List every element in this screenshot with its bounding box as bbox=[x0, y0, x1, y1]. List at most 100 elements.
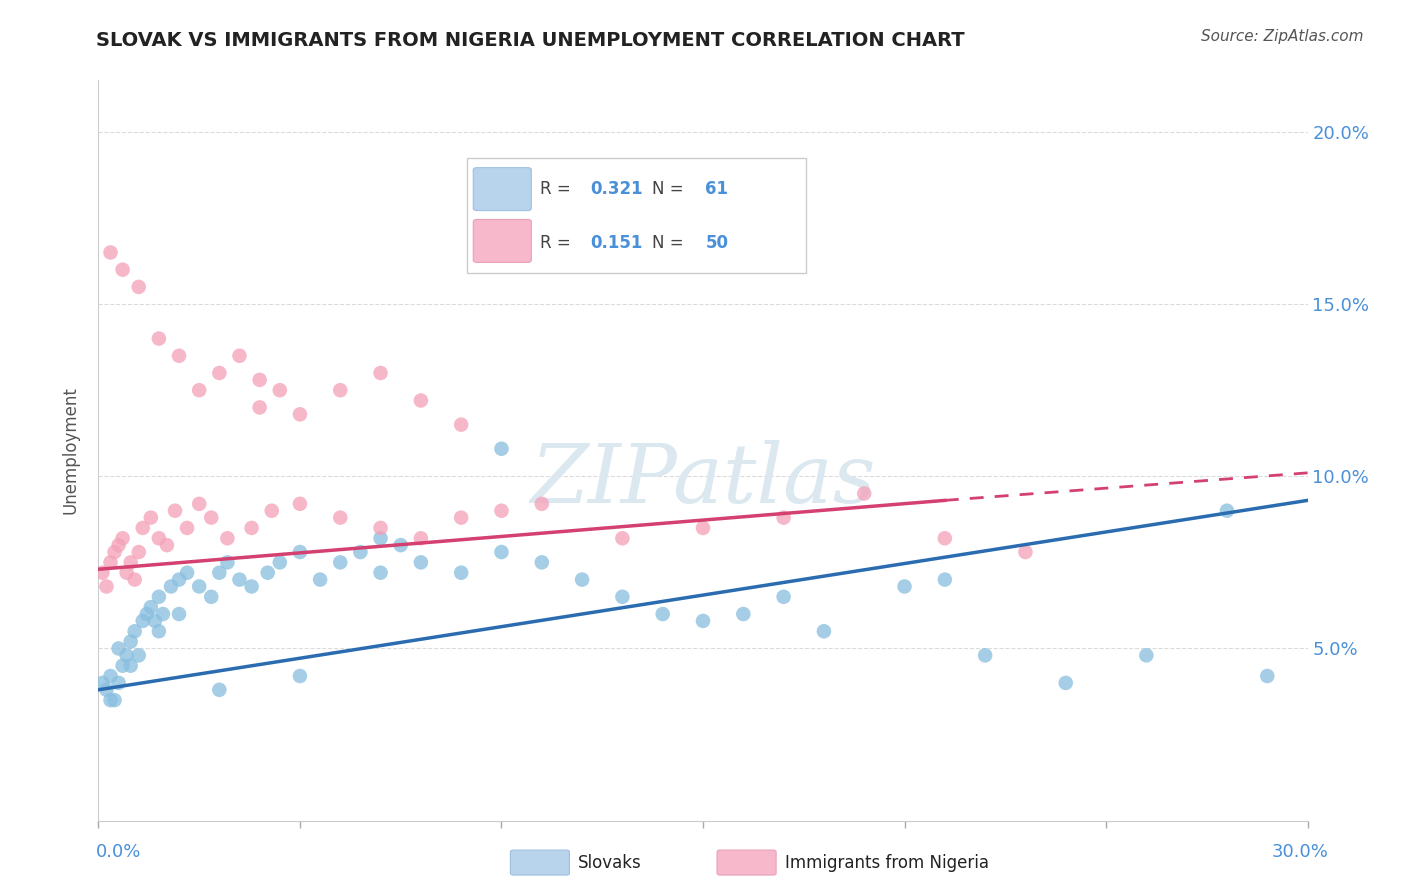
Point bbox=[139, 600, 162, 615]
Point bbox=[188, 497, 211, 511]
Point bbox=[128, 648, 150, 663]
Point bbox=[208, 682, 231, 697]
Point bbox=[208, 566, 231, 580]
Point bbox=[188, 383, 211, 397]
Point bbox=[124, 573, 146, 587]
Point bbox=[228, 349, 250, 363]
Text: Slovaks: Slovaks bbox=[578, 854, 641, 871]
Point bbox=[132, 521, 155, 535]
Point bbox=[288, 407, 311, 421]
FancyBboxPatch shape bbox=[474, 168, 531, 211]
Y-axis label: Unemployment: Unemployment bbox=[62, 386, 80, 515]
Text: Source: ZipAtlas.com: Source: ZipAtlas.com bbox=[1201, 29, 1364, 44]
Point bbox=[530, 497, 553, 511]
Point bbox=[329, 383, 352, 397]
Point bbox=[349, 545, 371, 559]
Point bbox=[612, 531, 634, 545]
Text: Immigrants from Nigeria: Immigrants from Nigeria bbox=[785, 854, 988, 871]
FancyBboxPatch shape bbox=[467, 158, 806, 273]
Point bbox=[148, 624, 170, 639]
Point bbox=[120, 555, 142, 569]
Point bbox=[288, 545, 311, 559]
Point bbox=[107, 676, 129, 690]
Point bbox=[288, 497, 311, 511]
Point bbox=[167, 349, 190, 363]
Point bbox=[249, 373, 271, 387]
Point bbox=[370, 521, 392, 535]
Point bbox=[733, 201, 755, 215]
Point bbox=[329, 510, 352, 524]
Point bbox=[389, 538, 412, 552]
Point bbox=[249, 401, 271, 415]
Text: 0.151: 0.151 bbox=[591, 235, 643, 252]
Point bbox=[143, 614, 166, 628]
Text: 50: 50 bbox=[706, 235, 728, 252]
Point bbox=[120, 658, 142, 673]
Point bbox=[733, 607, 755, 621]
Point bbox=[132, 614, 155, 628]
Point bbox=[1014, 545, 1036, 559]
Point bbox=[692, 521, 714, 535]
Point bbox=[813, 624, 835, 639]
Point bbox=[853, 486, 876, 500]
Point bbox=[120, 634, 142, 648]
Point bbox=[111, 262, 134, 277]
Point bbox=[91, 566, 114, 580]
Point bbox=[208, 366, 231, 380]
Point bbox=[269, 555, 291, 569]
Point bbox=[115, 566, 138, 580]
Point bbox=[329, 555, 352, 569]
Point bbox=[163, 504, 186, 518]
Point bbox=[934, 573, 956, 587]
Point bbox=[288, 669, 311, 683]
Point bbox=[148, 531, 170, 545]
Point bbox=[491, 545, 513, 559]
Point bbox=[139, 510, 162, 524]
Point bbox=[128, 545, 150, 559]
Point bbox=[103, 545, 125, 559]
Point bbox=[107, 641, 129, 656]
FancyBboxPatch shape bbox=[474, 219, 531, 262]
Point bbox=[1256, 669, 1278, 683]
Point bbox=[772, 590, 794, 604]
Point bbox=[240, 521, 263, 535]
Point bbox=[103, 693, 125, 707]
Point bbox=[309, 573, 332, 587]
Point bbox=[530, 555, 553, 569]
Point bbox=[217, 555, 239, 569]
Point bbox=[200, 510, 222, 524]
Point bbox=[370, 366, 392, 380]
Point bbox=[167, 573, 190, 587]
Point bbox=[188, 579, 211, 593]
Point bbox=[1216, 504, 1239, 518]
Point bbox=[409, 393, 432, 408]
Point bbox=[491, 442, 513, 456]
Point bbox=[571, 573, 593, 587]
Text: R =: R = bbox=[540, 235, 576, 252]
Point bbox=[96, 579, 118, 593]
Point bbox=[491, 504, 513, 518]
Point bbox=[124, 624, 146, 639]
Point bbox=[256, 566, 278, 580]
Text: 0.0%: 0.0% bbox=[96, 843, 141, 861]
Point bbox=[228, 573, 250, 587]
Point bbox=[772, 510, 794, 524]
Point bbox=[167, 607, 190, 621]
Point bbox=[100, 245, 122, 260]
Point bbox=[111, 658, 134, 673]
Point bbox=[176, 566, 198, 580]
Point bbox=[156, 538, 179, 552]
Point bbox=[450, 417, 472, 432]
Point bbox=[111, 531, 134, 545]
Text: 0.321: 0.321 bbox=[591, 180, 643, 198]
Point bbox=[91, 676, 114, 690]
Point bbox=[115, 648, 138, 663]
Point bbox=[107, 538, 129, 552]
Text: N =: N = bbox=[652, 180, 689, 198]
Point bbox=[100, 669, 122, 683]
Text: N =: N = bbox=[652, 235, 689, 252]
Text: R =: R = bbox=[540, 180, 576, 198]
Point bbox=[152, 607, 174, 621]
Point bbox=[240, 579, 263, 593]
Point bbox=[370, 531, 392, 545]
